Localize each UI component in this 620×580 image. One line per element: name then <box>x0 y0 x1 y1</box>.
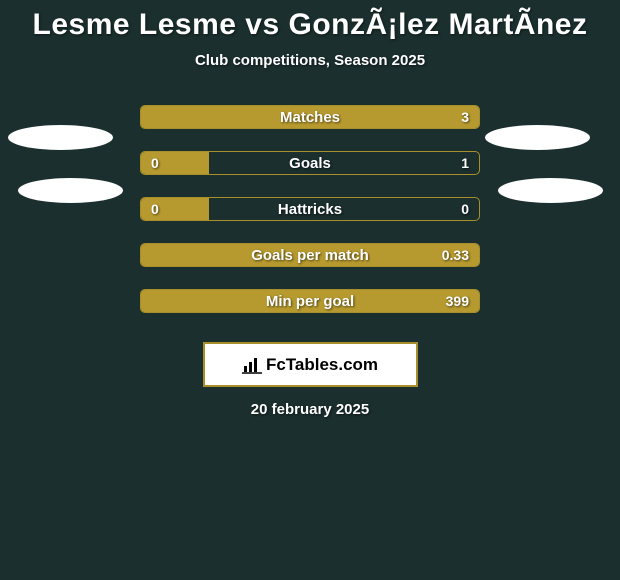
bar-fill <box>141 290 479 312</box>
bar-fill <box>141 244 479 266</box>
logo-text: FcTables.com <box>242 355 378 375</box>
stat-bar: Goals per match0.33 <box>140 243 480 267</box>
stat-row: Min per goal399 <box>0 278 620 324</box>
player-placeholder-ellipse <box>18 178 123 203</box>
stat-bar: Min per goal399 <box>140 289 480 313</box>
player-placeholder-ellipse <box>498 178 603 203</box>
date-text: 20 february 2025 <box>0 401 620 418</box>
bar-chart-icon <box>242 356 262 374</box>
stat-value-right: 0 <box>461 198 469 220</box>
stat-bar: Hattricks00 <box>140 197 480 221</box>
stat-value-right: 1 <box>461 152 469 174</box>
subtitle: Club competitions, Season 2025 <box>0 52 620 69</box>
comparison-card: Lesme Lesme vs GonzÃ¡lez MartÃnez Club c… <box>0 0 620 418</box>
stat-bar: Matches3 <box>140 105 480 129</box>
stat-row: Goals per match0.33 <box>0 232 620 278</box>
stat-value-right: 399 <box>446 290 469 312</box>
stat-bar: Goals01 <box>140 151 480 175</box>
logo-label: FcTables.com <box>266 355 378 375</box>
stat-value-right: 3 <box>461 106 469 128</box>
player-placeholder-ellipse <box>8 125 113 150</box>
stat-value-left: 0 <box>151 198 159 220</box>
page-title: Lesme Lesme vs GonzÃ¡lez MartÃnez <box>0 8 620 42</box>
stat-value-left: 0 <box>151 152 159 174</box>
logo-box[interactable]: FcTables.com <box>203 342 418 387</box>
player-placeholder-ellipse <box>485 125 590 150</box>
bar-fill <box>141 106 479 128</box>
stat-value-right: 0.33 <box>442 244 469 266</box>
